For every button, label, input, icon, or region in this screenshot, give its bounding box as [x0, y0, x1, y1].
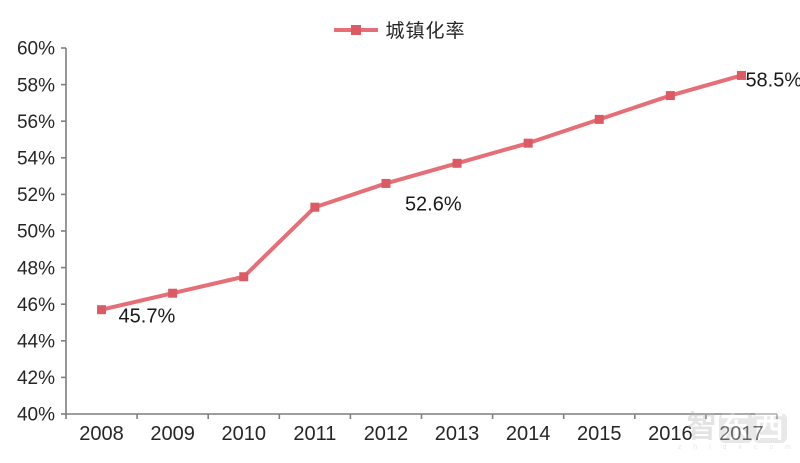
y-tick-label: 42% — [17, 368, 55, 389]
y-tick-label: 56% — [17, 112, 55, 133]
data-point-marker — [452, 158, 462, 168]
data-point-marker — [523, 138, 533, 148]
x-category-label: 2009 — [150, 423, 195, 445]
legend-label: 城镇化率 — [385, 21, 466, 42]
data-label: 58.5% — [745, 69, 800, 91]
y-tick-label: 58% — [17, 75, 55, 96]
x-category-label: 2015 — [577, 423, 622, 445]
y-tick-label: 46% — [17, 295, 55, 316]
data-point-marker — [594, 114, 604, 124]
y-tick-label: 48% — [17, 258, 55, 279]
data-label: 45.7% — [119, 306, 176, 328]
data-point-marker — [665, 91, 675, 101]
data-point-marker — [381, 178, 391, 188]
x-category-label: 2013 — [435, 423, 480, 445]
x-category-label: 2008 — [79, 423, 124, 445]
data-point-marker — [310, 202, 320, 212]
x-category-label: 2014 — [506, 423, 551, 445]
y-tick-label: 52% — [17, 185, 55, 206]
data-label: 52.6% — [405, 193, 462, 215]
x-category-label: 2010 — [222, 423, 267, 445]
series-line — [99, 73, 744, 312]
data-point-marker — [168, 288, 178, 298]
x-category-label: 2016 — [648, 423, 693, 445]
x-category-label: 2017 — [719, 423, 764, 445]
x-category-label: 2011 — [293, 423, 336, 445]
x-category-label: 2012 — [364, 423, 409, 445]
legend-marker-icon — [351, 24, 362, 35]
y-tick-label: 50% — [17, 222, 55, 243]
data-point-marker — [239, 272, 249, 282]
y-tick-label: 40% — [17, 405, 55, 426]
legend: 城镇化率 — [0, 16, 800, 43]
legend-swatch — [334, 24, 379, 35]
y-tick-label: 54% — [17, 148, 55, 169]
data-point-marker — [736, 70, 746, 80]
data-point-marker — [97, 305, 107, 315]
y-tick-label: 60% — [17, 39, 55, 60]
y-tick-label: 44% — [17, 331, 55, 352]
